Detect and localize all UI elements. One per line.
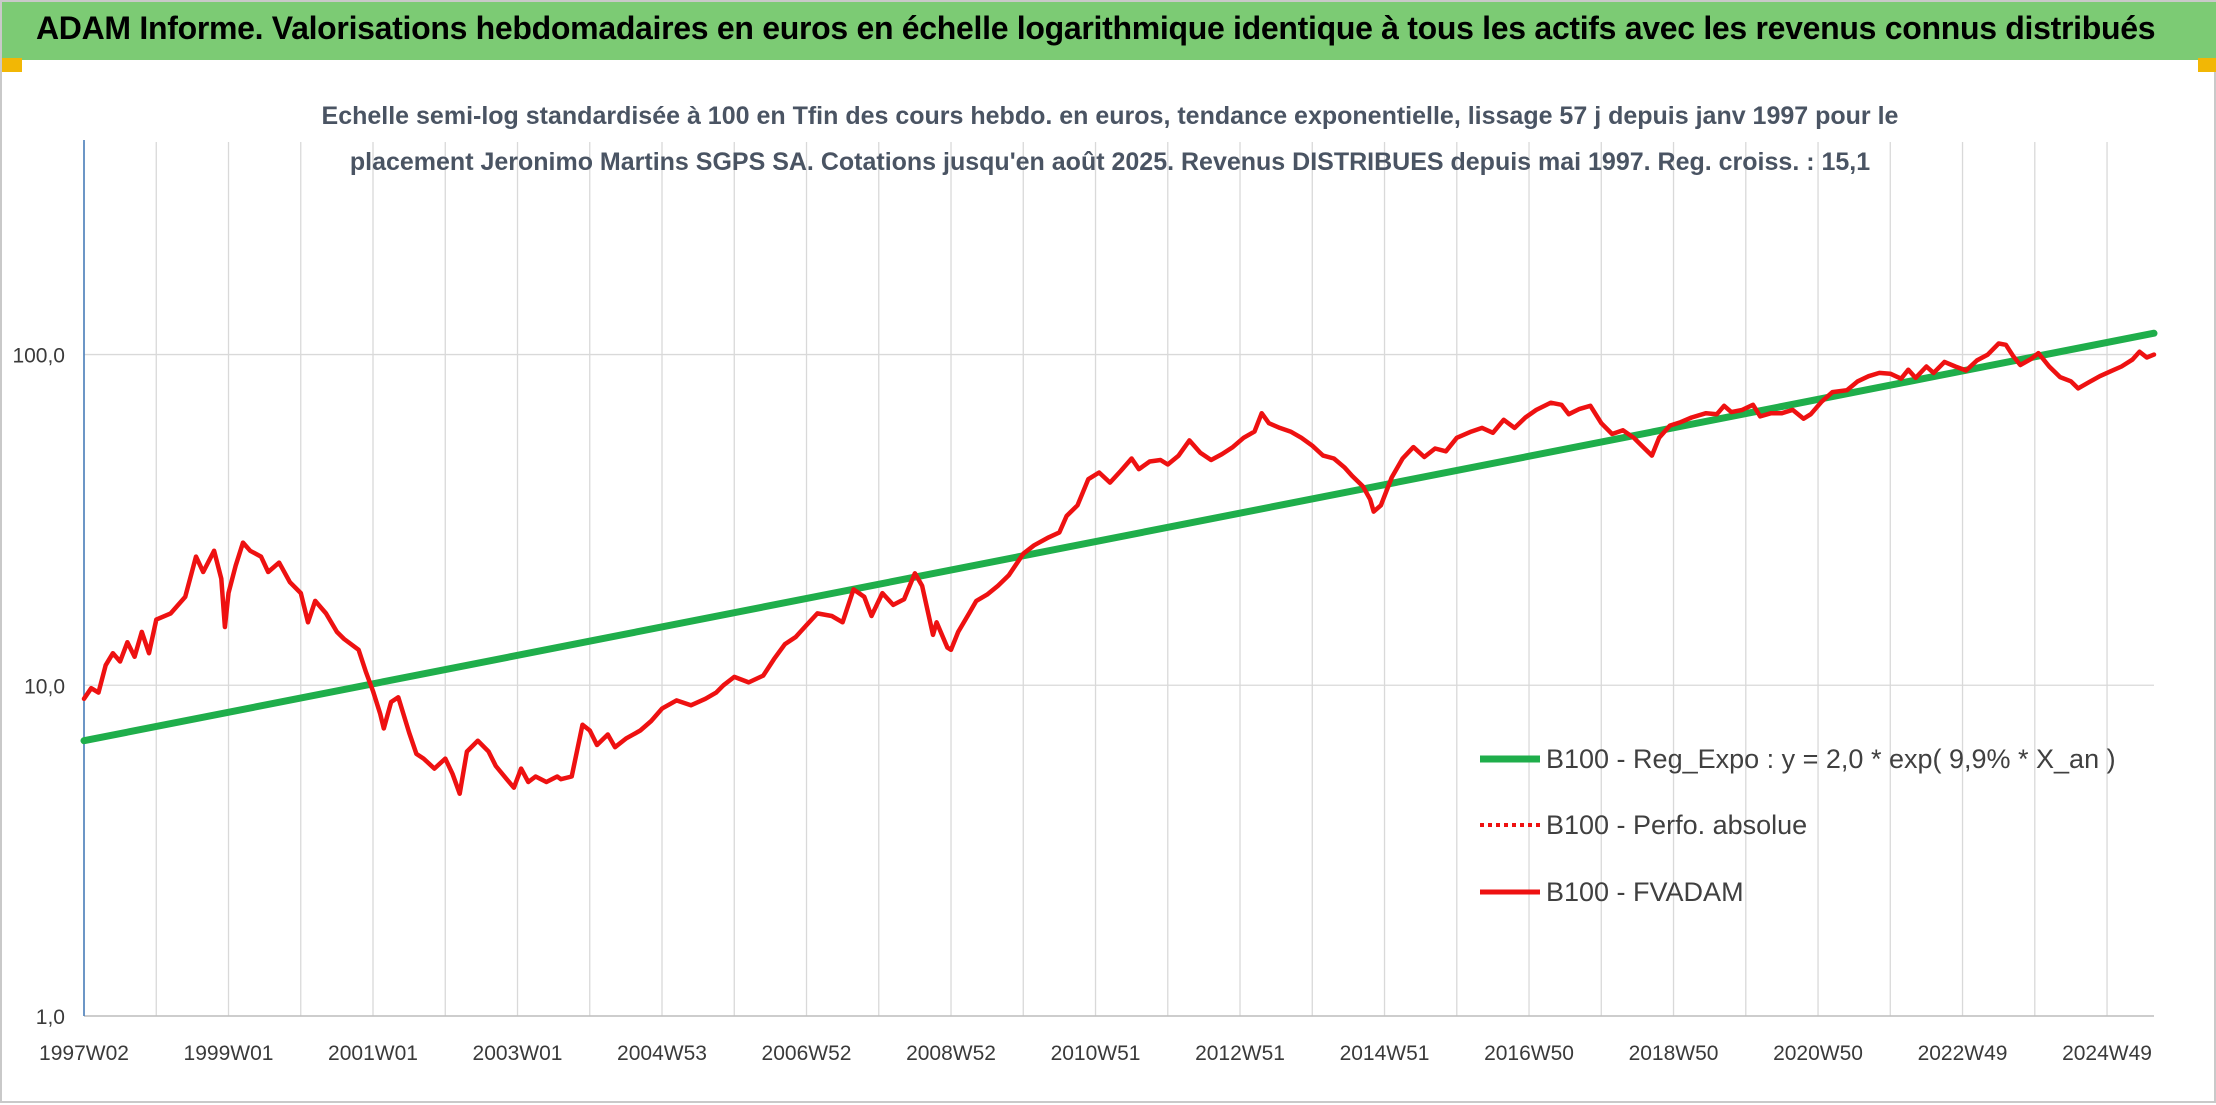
- series-line-fvadam: [81, 341, 2157, 796]
- series-line-regression: [80, 329, 2158, 745]
- y-tick-label: 1,0: [36, 1006, 65, 1029]
- chart-title-line-1: Echelle semi-log standardisée à 100 en T…: [322, 102, 1899, 130]
- corner-marker-right: [2198, 58, 2216, 72]
- y-tick-label: 10,0: [24, 675, 65, 698]
- legend-label: B100 - Reg_Expo : y = 2,0 * exp( 9,9% * …: [1546, 744, 2116, 774]
- x-tick-label: 1997W02: [39, 1042, 129, 1065]
- report-banner: ADAM Informe. Valorisations hebdomadaire…: [2, 2, 2216, 60]
- y-axis: 1,0 10,0 100,0: [12, 140, 85, 1029]
- x-tick-label: 2018W50: [1629, 1042, 1719, 1065]
- x-tick-label: 2001W01: [328, 1042, 418, 1065]
- y-tick-label: 100,0: [12, 345, 65, 368]
- x-tick-label: 2020W50: [1773, 1042, 1863, 1065]
- x-tick-label: 2022W49: [1918, 1042, 2008, 1065]
- x-tick-label: 2006W52: [762, 1042, 852, 1065]
- x-tick-label: 1999W01: [184, 1042, 274, 1065]
- chart-title-line-2: placement Jeronimo Martins SGPS SA. Cota…: [350, 148, 1870, 176]
- x-tick-label: 2010W51: [1051, 1042, 1141, 1065]
- series-layer: [80, 329, 2158, 796]
- x-tick-label: 2016W50: [1484, 1042, 1574, 1065]
- x-axis: 1997W02 1999W01 2001W01 2003W01 2004W53 2006W…: [39, 1015, 2154, 1065]
- legend: B100 - Reg_Expo : y = 2,0 * exp( 9,9% * …: [1480, 744, 2116, 907]
- x-tick-label: 2004W53: [617, 1042, 707, 1065]
- report-title: ADAM Informe. Valorisations hebdomadaire…: [36, 10, 2156, 46]
- legend-label: B100 - FVADAM: [1546, 877, 1744, 907]
- x-tick-label: 2014W51: [1340, 1042, 1430, 1065]
- x-tick-label: 2008W52: [906, 1042, 996, 1065]
- x-tick-label: 2003W01: [473, 1042, 563, 1065]
- x-tick-label: 2012W51: [1195, 1042, 1285, 1065]
- legend-label: B100 - Perfo. absolue: [1546, 810, 1807, 840]
- x-tick-label: 2024W49: [2062, 1042, 2152, 1065]
- corner-marker-left: [2, 58, 22, 72]
- gridlines: [83, 142, 2154, 1017]
